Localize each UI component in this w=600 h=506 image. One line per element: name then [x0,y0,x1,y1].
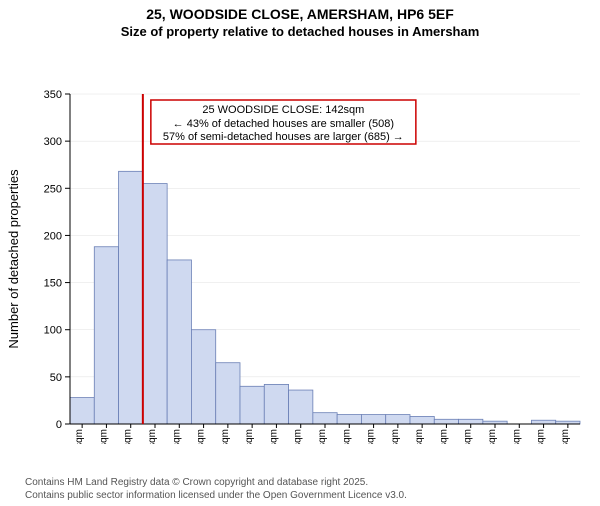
footer-line-2: Contains public sector information licen… [25,490,407,503]
svg-text:546sqm: 546sqm [438,429,449,444]
histogram-bar [289,390,313,424]
svg-text:512sqm: 512sqm [414,429,425,444]
histogram-bar [337,415,361,424]
chart-footer: Contains HM Land Registry data © Crown c… [25,477,407,502]
histogram-bar [167,260,191,424]
svg-text:107sqm: 107sqm [123,429,134,444]
svg-text:309sqm: 309sqm [268,429,279,444]
y-axis-label: Number of detached properties [6,169,21,349]
histogram-bar [264,384,288,424]
callout-line-3: 57% of semi-detached houses are larger (… [163,131,404,143]
svg-text:100: 100 [44,325,62,337]
histogram-bar [313,413,337,424]
histogram-bar [216,363,240,424]
chart-container: 25, WOODSIDE CLOSE, AMERSHAM, HP6 5EF Si… [0,6,600,506]
histogram-bar [191,330,215,424]
histogram-chart: 0 50 100 150 200 250 300 350 39sqm 73sqm 107sqm 140… [0,39,600,444]
histogram-bar [143,184,167,424]
chart-subtitle: Size of property relative to detached ho… [0,24,600,39]
svg-text:200: 200 [44,230,62,242]
svg-text:208sqm: 208sqm [196,429,207,444]
svg-text:73sqm: 73sqm [98,429,109,444]
callout-line-1: 25 WOODSIDE CLOSE: 142sqm [202,104,364,116]
histogram-bar [94,247,118,424]
svg-text:350: 350 [44,89,62,101]
svg-text:715sqm: 715sqm [560,429,571,444]
svg-text:174sqm: 174sqm [171,429,182,444]
svg-text:377sqm: 377sqm [317,429,328,444]
svg-text:300: 300 [44,136,62,148]
svg-text:580sqm: 580sqm [463,429,474,444]
svg-text:150: 150 [44,278,62,290]
histogram-bar [361,415,385,424]
svg-text:242sqm: 242sqm [220,429,231,444]
svg-text:276sqm: 276sqm [244,429,255,444]
svg-text:50: 50 [50,372,62,384]
svg-text:614sqm: 614sqm [487,429,498,444]
chart-title: 25, WOODSIDE CLOSE, AMERSHAM, HP6 5EF [0,6,600,22]
histogram-bar [70,398,94,424]
svg-text:478sqm: 478sqm [390,429,401,444]
histogram-bar [410,416,434,424]
svg-text:343sqm: 343sqm [293,429,304,444]
histogram-bar [531,420,555,424]
histogram-bar [119,171,143,424]
svg-text:39sqm: 39sqm [74,429,85,444]
svg-text:0: 0 [56,419,62,431]
histogram-bar [240,386,264,424]
svg-text:681sqm: 681sqm [536,429,547,444]
footer-line-1: Contains HM Land Registry data © Crown c… [25,477,407,490]
svg-text:250: 250 [44,183,62,195]
svg-text:647sqm: 647sqm [511,429,522,444]
svg-text:140sqm: 140sqm [147,429,158,444]
histogram-bar [434,419,458,424]
histogram-bar [459,419,483,424]
svg-text:411sqm: 411sqm [341,429,352,444]
histogram-bar [386,415,410,424]
svg-text:445sqm: 445sqm [366,429,377,444]
callout-line-2: ← 43% of detached houses are smaller (50… [173,118,394,130]
